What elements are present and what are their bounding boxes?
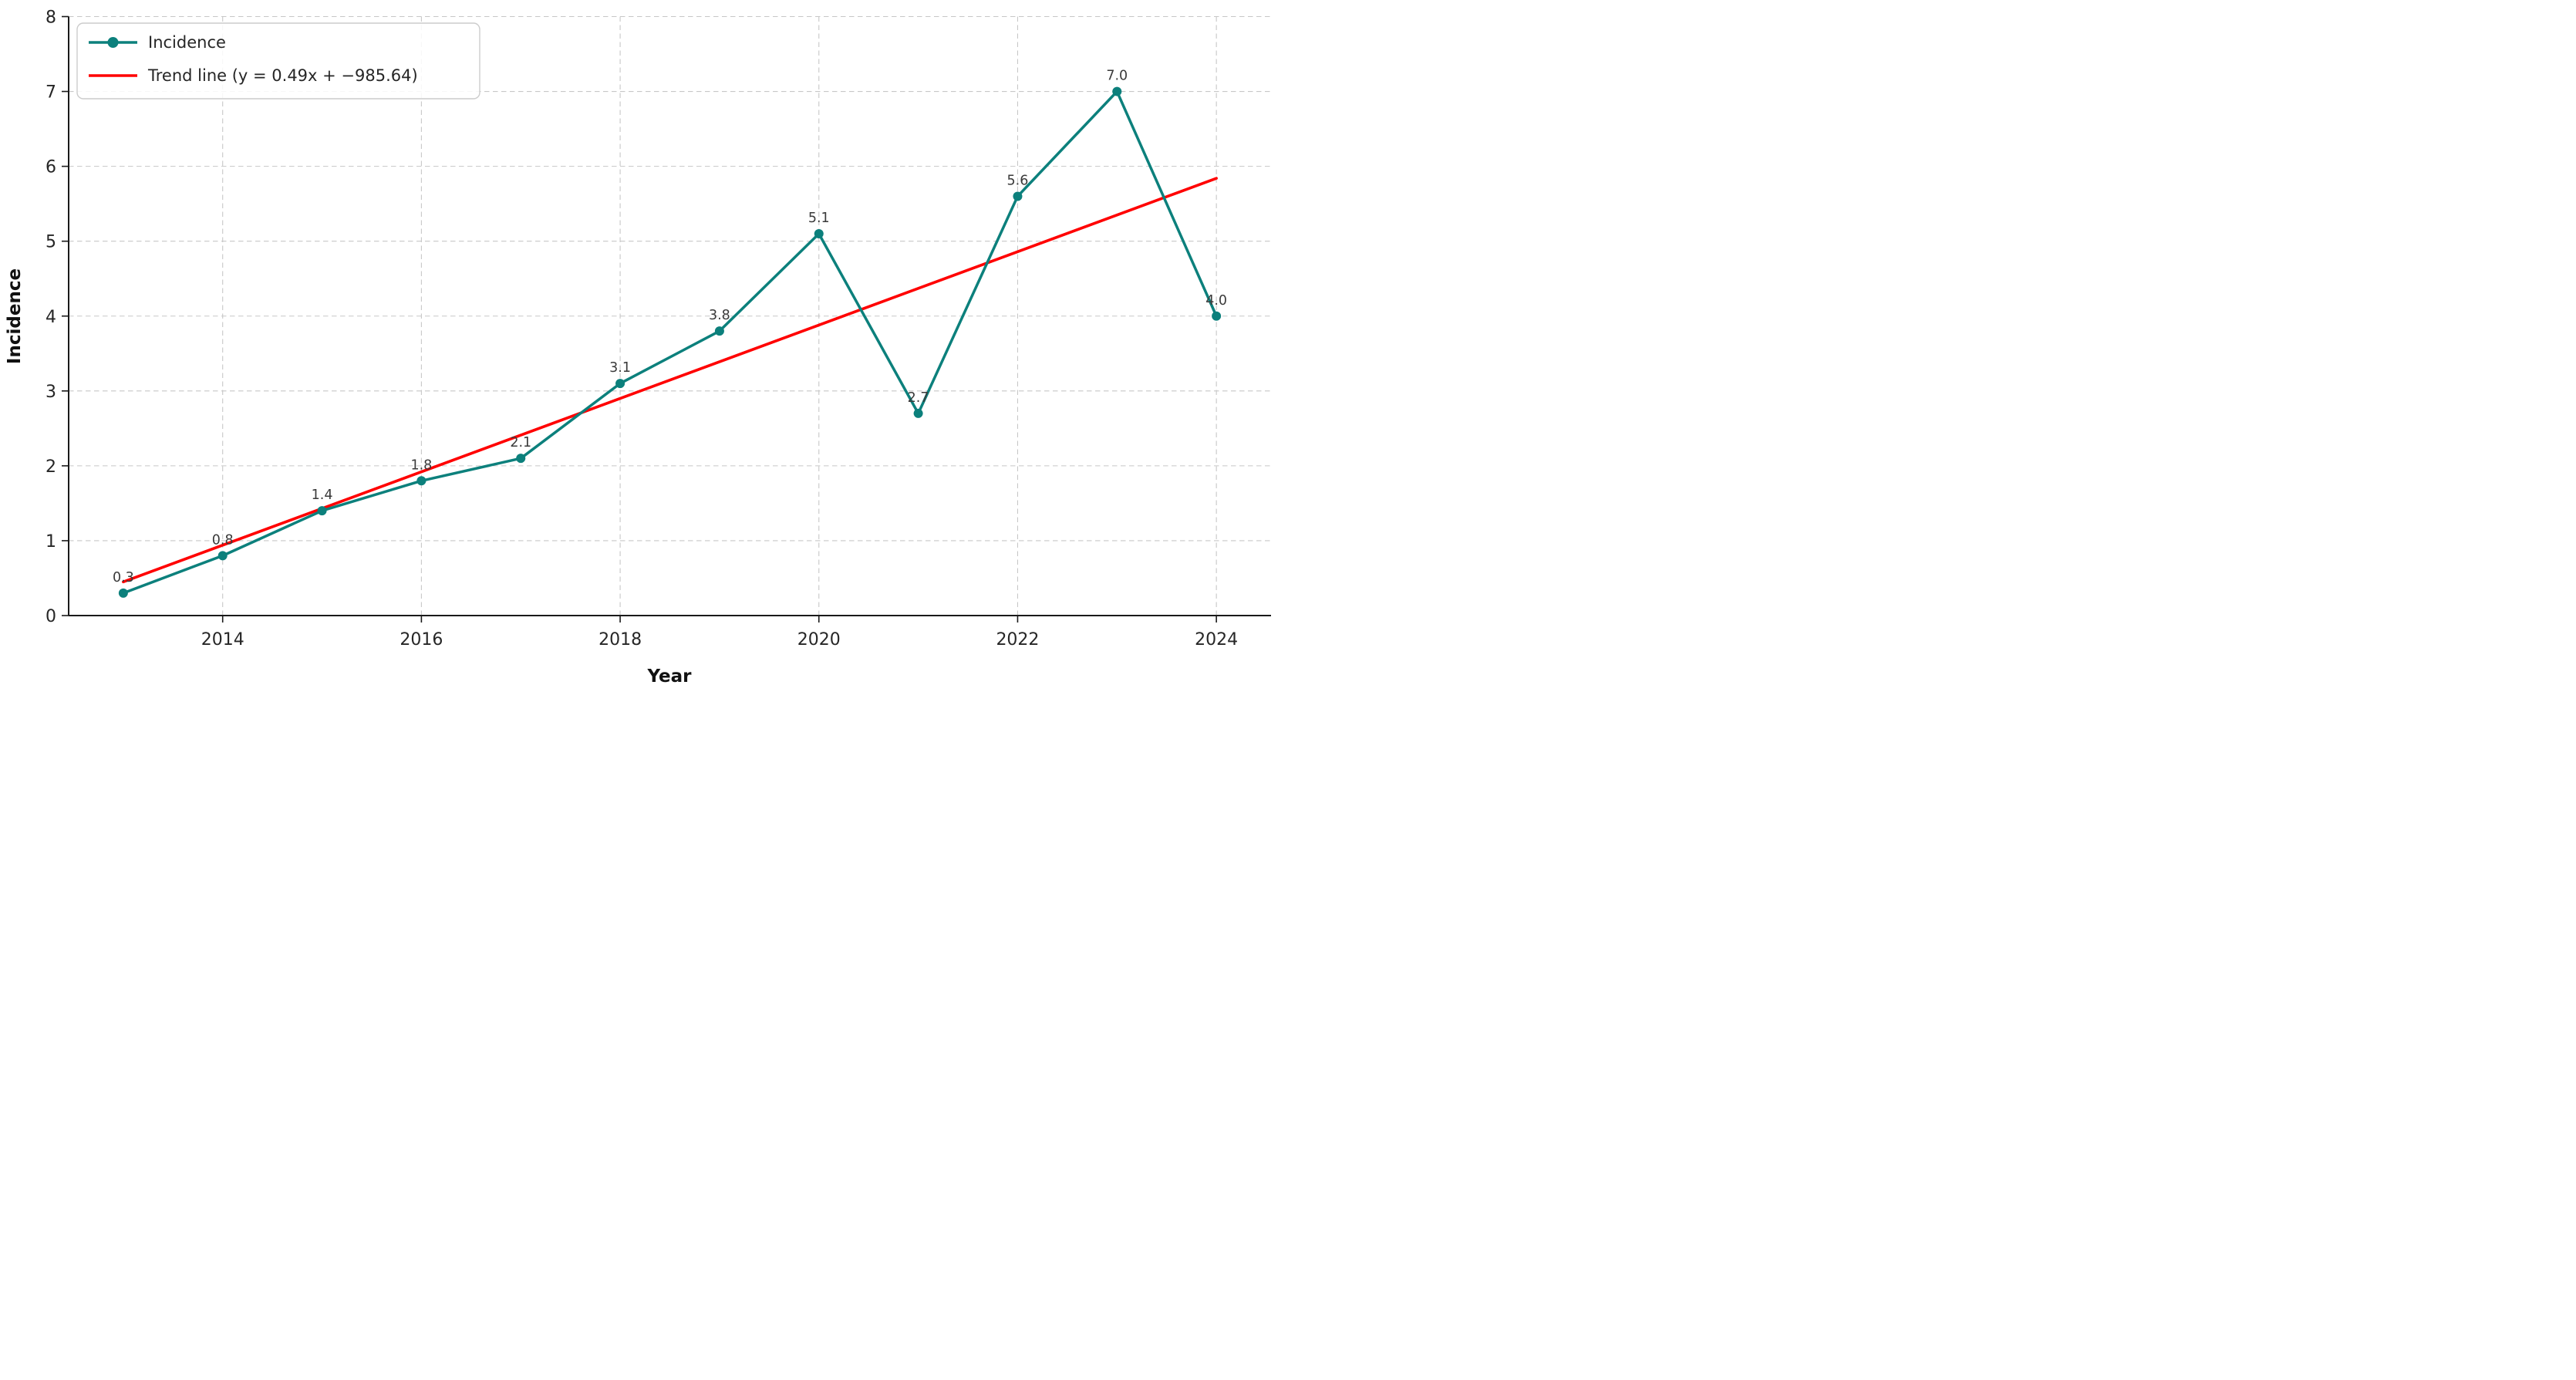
x-tick-label: 2014 [201, 630, 244, 650]
x-tick-label: 2022 [996, 630, 1039, 650]
data-point-markers [118, 86, 1222, 598]
y-tick-label: 3 [46, 383, 56, 402]
data-point-marker [416, 476, 427, 486]
legend-incidence-sample-marker [107, 37, 119, 48]
data-point-label: 1.4 [312, 488, 333, 503]
x-tick-label: 2024 [1195, 630, 1238, 650]
data-point-marker [516, 454, 526, 464]
x-tick-label: 2016 [400, 630, 443, 650]
data-point-label: 0.3 [113, 570, 134, 585]
x-tick-label: 2018 [598, 630, 642, 650]
data-point-label: 7.0 [1106, 69, 1128, 84]
data-point-marker [118, 588, 128, 598]
incidence-chart-figure: 0.3 0.8 1.4 1.8 2.1 3.1 3.8 5.1 2.7 5.6 7.0 4.0 201… [0, 0, 1288, 690]
y-tick-label: 5 [46, 233, 56, 252]
data-point-label: 3.1 [609, 360, 631, 376]
legend-trend-label: Trend line (y = 0.49x + −985.64) [147, 66, 418, 85]
y-tick-label: 7 [46, 83, 56, 103]
data-point-label: 2.1 [510, 435, 531, 450]
y-tick-label: 1 [46, 532, 56, 552]
data-point-label: 3.8 [709, 308, 730, 323]
data-point-label: 2.7 [908, 390, 929, 406]
incidence-chart-canvas: 0.30.81.41.82.13.13.85.12.75.67.04.0 201… [5, 8, 1271, 687]
data-point-marker [913, 408, 923, 418]
data-point-label: 5.6 [1007, 173, 1029, 188]
y-tick-label: 2 [46, 457, 56, 477]
y-tick-label: 4 [46, 308, 56, 327]
axis-ticks-and-labels: 2014 2016 2018 2020 2022 2024 0 1 2 3 4 5 6 7 8 [46, 8, 1238, 650]
x-tick-label: 2020 [797, 630, 841, 650]
y-tick-label: 0 [46, 607, 56, 626]
trend-line [122, 177, 1218, 584]
data-point-label: 4.0 [1205, 293, 1227, 309]
data-point-label: 5.1 [808, 211, 830, 226]
trend-line-group [122, 177, 1218, 584]
data-point-label: 1.8 [410, 457, 432, 473]
data-point-marker [217, 551, 228, 561]
y-axis-title: Incidence [5, 268, 25, 364]
legend-box [76, 22, 480, 100]
data-point-marker [317, 506, 327, 516]
data-point-labels: 0.3 0.8 1.4 1.8 2.1 3.1 3.8 5.1 2.7 5.6 7.0 4.0 [113, 69, 1227, 585]
legend: Incidence Trend line (y = 0.49x + −985.6… [76, 22, 480, 100]
y-tick-label: 6 [46, 158, 56, 177]
x-axis-title: Year [646, 666, 692, 687]
data-point-marker [1013, 191, 1023, 201]
data-point-marker [714, 326, 724, 336]
grid-lines [69, 15, 1271, 616]
data-point-marker [814, 228, 824, 238]
legend-incidence-label: Incidence [148, 33, 226, 52]
data-point-marker [1212, 311, 1222, 321]
data-point-marker [1112, 86, 1122, 96]
y-tick-label: 8 [46, 8, 56, 28]
data-point-marker [615, 379, 625, 389]
incidence-line [122, 89, 1218, 595]
data-point-label: 0.8 [212, 532, 234, 548]
incidence-line-group [122, 89, 1218, 595]
